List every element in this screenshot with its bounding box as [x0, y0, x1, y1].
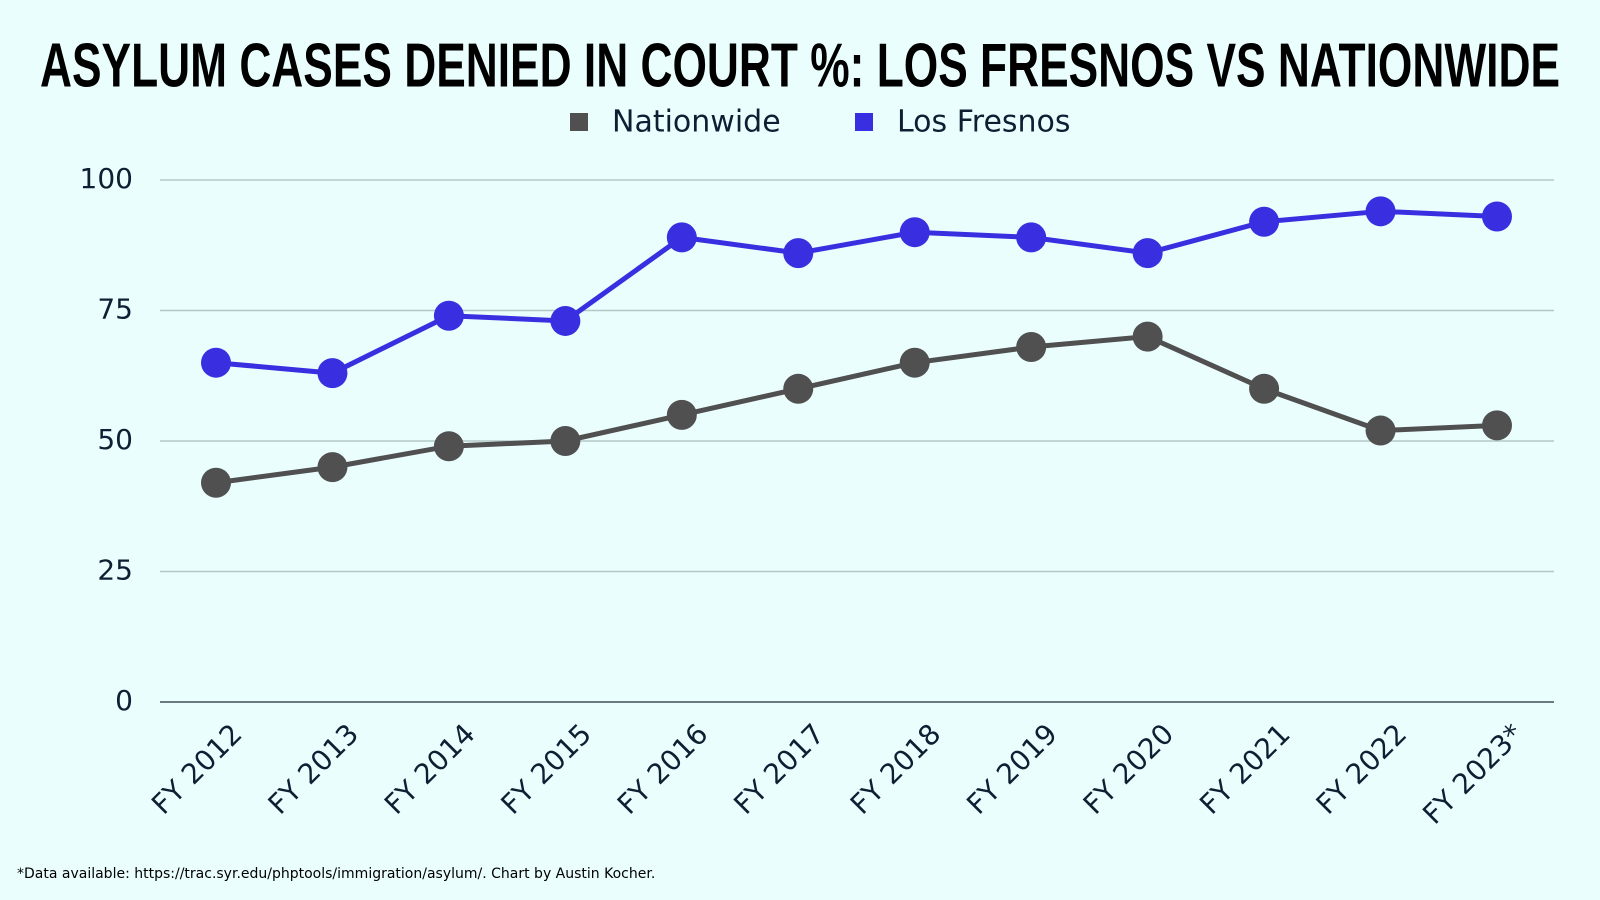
data-point	[666, 399, 697, 430]
data-point	[783, 373, 814, 404]
data-point	[433, 300, 464, 331]
data-point	[1365, 415, 1396, 446]
data-point	[899, 347, 930, 378]
chart-title: ASYLUM CASES DENIED IN COURT %: LOS FRES…	[40, 31, 1560, 100]
legend-label: Nationwide	[612, 105, 781, 140]
data-point	[1249, 373, 1280, 404]
legend-label: Los Fresnos	[897, 105, 1071, 140]
y-tick-label: 100	[80, 162, 133, 195]
data-point	[317, 358, 348, 389]
y-tick-label: 50	[97, 423, 133, 456]
data-point	[1016, 332, 1047, 363]
data-point	[1016, 222, 1047, 253]
data-point	[1365, 196, 1396, 227]
legend-swatch	[570, 113, 588, 131]
data-point	[1132, 238, 1163, 269]
data-point	[317, 452, 348, 483]
series-line	[215, 208, 1498, 376]
data-point	[550, 426, 581, 456]
data-point	[433, 431, 464, 462]
y-tick-label: 75	[97, 293, 133, 326]
data-point	[666, 222, 697, 253]
data-point	[550, 305, 581, 336]
data-point	[1249, 206, 1280, 237]
data-point	[201, 347, 231, 378]
data-point	[1482, 201, 1512, 232]
footnote: *Data available: https://trac.syr.edu/ph…	[17, 866, 655, 882]
data-point	[201, 467, 231, 498]
data-point	[783, 238, 814, 269]
legend-swatch	[855, 113, 873, 131]
y-tick-label: 25	[97, 554, 133, 587]
data-point	[1482, 410, 1512, 441]
data-point	[899, 217, 930, 248]
data-point	[1132, 321, 1163, 352]
y-tick-label: 0	[115, 684, 133, 717]
series-line	[215, 334, 1498, 486]
